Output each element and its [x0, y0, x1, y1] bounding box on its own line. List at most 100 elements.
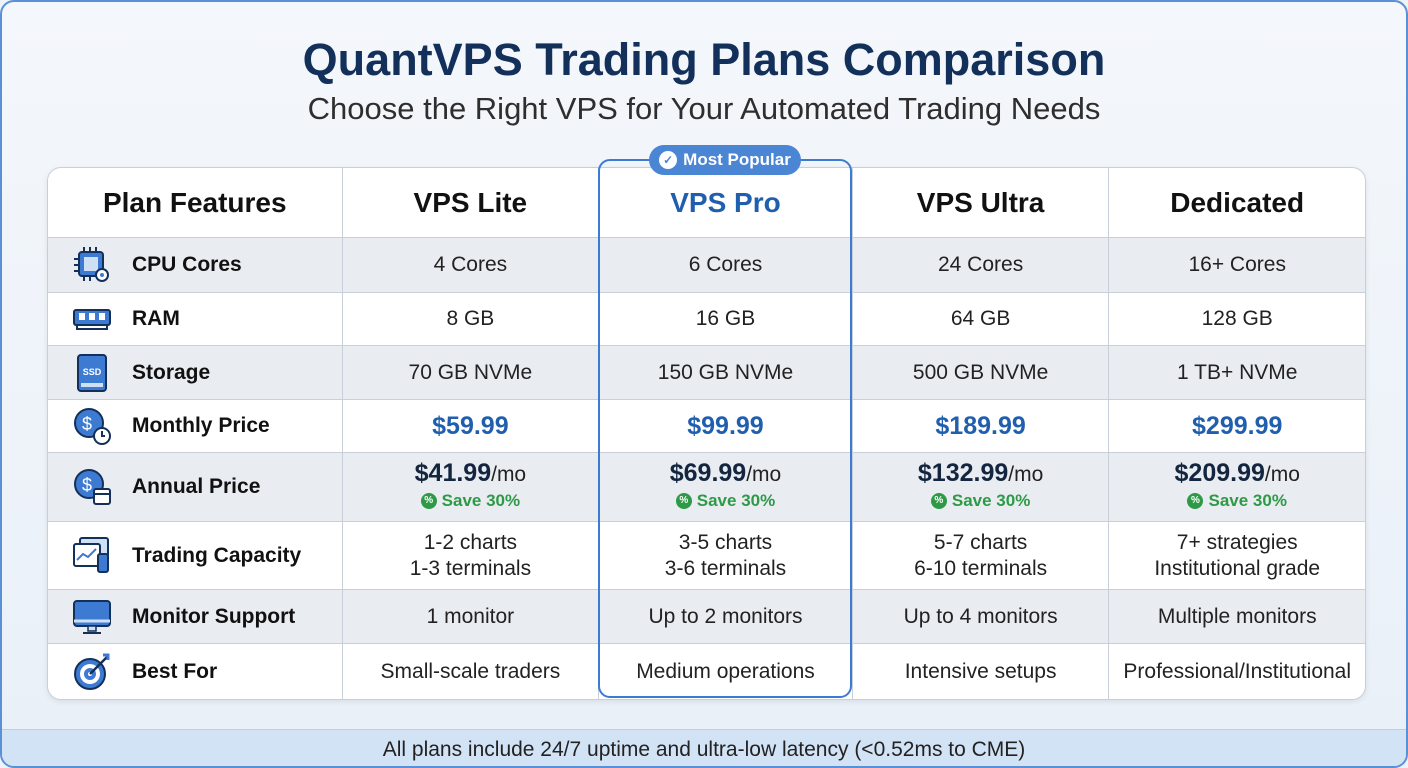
table-row: Monitor Support 1 monitor Up to 2 monitors…	[48, 589, 1365, 643]
ram-icon	[72, 299, 112, 339]
feature-label: RAM	[132, 307, 180, 330]
value-cell-vps-ultra: 64 GB	[851, 293, 1109, 345]
header-row: Plan Features VPS Lite VPS Pro VPS Ultra Ded…	[48, 168, 1365, 237]
value-cell-vps-ultra: 500 GB NVMe	[851, 346, 1109, 399]
svg-text:SSD: SSD	[83, 367, 102, 377]
header-vps-lite: VPS Lite	[341, 168, 599, 237]
value-cell-vps-pro: Medium operations	[598, 644, 852, 699]
value-cell-vps-pro: 6 Cores	[598, 238, 852, 292]
value-text: Small-scale traders	[380, 659, 561, 683]
value-cell-dedicated: 7+ strategies Institutional grade	[1108, 522, 1365, 589]
value-cell-vps-lite: $41.99/mo% Save 30%	[341, 453, 599, 521]
annual-price: $41.99/mo	[414, 459, 527, 487]
value-text: 70 GB NVMe	[408, 360, 533, 384]
value-cell-vps-pro: 16 GB	[598, 293, 852, 345]
cpu-icon	[72, 245, 112, 285]
ssd-icon: SSD	[72, 353, 112, 393]
value-text: 6 Cores	[688, 253, 763, 276]
value-cell-vps-ultra: $189.99	[851, 400, 1109, 452]
target-icon	[72, 652, 112, 692]
value-text: 24 Cores	[937, 253, 1024, 276]
feature-label: Monitor Support	[132, 604, 296, 628]
value-line: 6-10 terminals	[914, 556, 1048, 580]
annual-price: $209.99/mo	[1174, 459, 1300, 487]
annual-price: $132.99/mo	[917, 459, 1044, 487]
value-line: 1-3 terminals	[409, 556, 532, 580]
table-row: SSD Storage 70 GB NVMe 150 GB NVMe 500 GB NV…	[48, 345, 1365, 399]
value-text: 16+ Cores	[1188, 253, 1286, 276]
value-line: 5-7 charts	[933, 530, 1028, 554]
dollar-calendar-icon: $	[72, 467, 112, 507]
feature-cell: $ Monthly Price	[48, 400, 342, 452]
value-cell-dedicated: 128 GB	[1108, 293, 1365, 345]
trading-devices-icon	[72, 536, 112, 576]
table-row: CPU Cores 4 Cores 6 Cores 24 Cores 16+ Cores	[48, 237, 1365, 292]
table-row: $ Monthly Price $59.99 $99.99 $189.99 $299.99	[48, 399, 1365, 452]
dollar-clock-icon: $	[72, 406, 112, 446]
svg-text:$: $	[82, 414, 92, 434]
save-badge: % Save 30%	[420, 488, 520, 514]
comparison-table: Plan Features VPS Lite VPS Pro VPS Ultra Ded…	[47, 167, 1366, 700]
value-cell-vps-pro: $69.99/mo% Save 30%	[598, 453, 852, 521]
value-text: Medium operations	[636, 659, 815, 683]
save-badge: % Save 30%	[1187, 488, 1287, 514]
value-text: 16 GB	[695, 307, 756, 330]
value-text: 128 GB	[1201, 307, 1273, 330]
value-line: Institutional grade	[1154, 556, 1321, 580]
monthly-price: $189.99	[935, 412, 1026, 440]
annual-price: $69.99/mo	[669, 459, 782, 487]
value-text: 64 GB	[950, 307, 1011, 330]
percent-icon: %	[1187, 493, 1204, 509]
value-cell-dedicated: 1 TB+ NVMe	[1108, 346, 1365, 399]
value-cell-vps-lite: 1-2 charts 1-3 terminals	[341, 522, 599, 589]
value-cell-vps-pro: 3-5 charts 3-6 terminals	[598, 522, 852, 589]
value-text: 500 GB NVMe	[912, 360, 1049, 384]
feature-label: CPU Cores	[132, 253, 242, 276]
value-cell-vps-ultra: 5-7 charts 6-10 terminals	[851, 522, 1109, 589]
value-text: 8 GB	[446, 307, 495, 330]
value-cell-vps-pro: 150 GB NVMe	[598, 346, 852, 399]
percent-icon: %	[675, 493, 692, 509]
table-row: Best For Small-scale traders Medium operat…	[48, 643, 1365, 699]
feature-cell: Monitor Support	[48, 590, 342, 643]
value-line: 3-6 terminals	[664, 556, 787, 580]
monthly-price: $299.99	[1192, 412, 1283, 440]
feature-label: Monthly Price	[132, 414, 270, 437]
table-row: Trading Capacity 1-2 charts 1-3 terminals 3…	[48, 521, 1365, 589]
value-text: 1 TB+ NVMe	[1177, 360, 1298, 384]
feature-label: Trading Capacity	[132, 543, 302, 567]
feature-label: Annual Price	[132, 475, 261, 498]
monthly-price: $59.99	[432, 412, 509, 440]
value-cell-vps-ultra: Intensive setups	[851, 644, 1109, 699]
value-cell-vps-lite: Small-scale traders	[341, 644, 599, 699]
value-text: Up to 4 monitors	[903, 604, 1058, 628]
value-cell-vps-ultra: Up to 4 monitors	[851, 590, 1109, 643]
value-text: 1 monitor	[426, 604, 515, 628]
feature-cell: CPU Cores	[48, 238, 342, 292]
header-vps-pro: VPS Pro	[598, 168, 852, 237]
value-cell-dedicated: $209.99/mo% Save 30%	[1108, 453, 1365, 521]
value-line: 1-2 charts	[423, 530, 518, 554]
value-text: Up to 2 monitors	[648, 604, 803, 628]
value-text: 150 GB NVMe	[657, 360, 794, 384]
value-line: 7+ strategies	[1176, 530, 1298, 554]
feature-cell: $ Annual Price	[48, 453, 342, 521]
value-text: Intensive setups	[904, 659, 1057, 683]
value-cell-vps-lite: 4 Cores	[341, 238, 599, 292]
header-vps-ultra: VPS Ultra	[851, 168, 1109, 237]
value-cell-dedicated: $299.99	[1108, 400, 1365, 452]
value-text: 4 Cores	[433, 253, 508, 276]
value-cell-vps-lite: $59.99	[341, 400, 599, 452]
footer-note: All plans include 24/7 uptime and ultra-…	[2, 729, 1406, 766]
feature-cell: RAM	[48, 293, 342, 345]
feature-cell: Trading Capacity	[48, 522, 342, 589]
value-text: Professional/Institutional	[1123, 659, 1352, 683]
value-cell-vps-ultra: $132.99/mo% Save 30%	[851, 453, 1109, 521]
save-badge: % Save 30%	[675, 488, 775, 514]
most-popular-badge: ✓ Most Popular	[649, 145, 801, 175]
feature-label: Storage	[132, 360, 211, 384]
page-subtitle: Choose the Right VPS for Your Automated …	[307, 91, 1101, 126]
value-cell-vps-pro: Up to 2 monitors	[598, 590, 852, 643]
value-cell-vps-lite: 8 GB	[341, 293, 599, 345]
value-text: Multiple monitors	[1157, 604, 1317, 628]
